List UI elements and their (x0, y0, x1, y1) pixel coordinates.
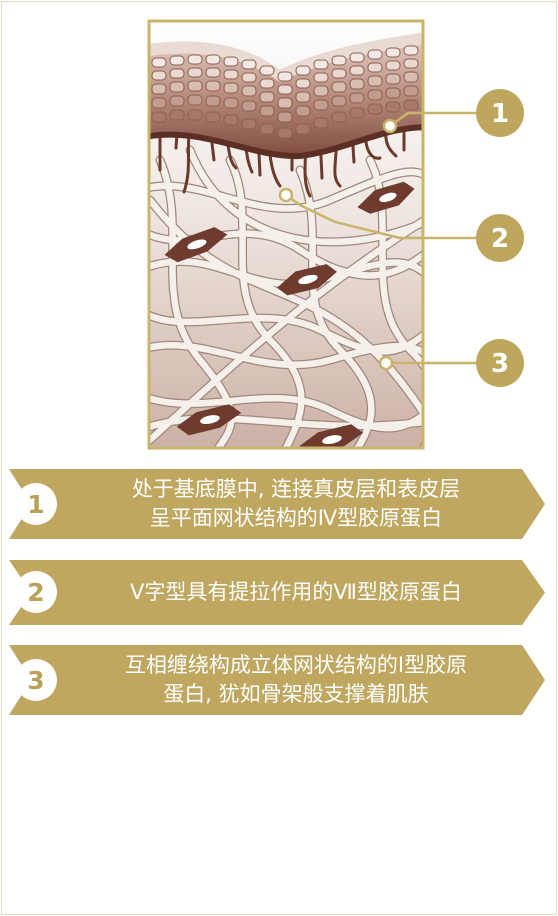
stratum-corneum (149, 32, 423, 82)
skin-layer-diagram: 1 2 3 (147, 19, 524, 450)
keratinocyte-cells (151, 45, 419, 139)
legend-text-1: 处于基底膜中, 连接真皮层和表皮层 呈平面网状结构的Ⅳ型胶原蛋白 (131, 477, 461, 530)
marker-1-label: 1 (491, 99, 509, 129)
legend-band-3-shape (9, 645, 545, 715)
legend-text-2: Ⅴ字型具有提拉作用的Ⅶ型胶原蛋白 (130, 580, 462, 604)
marker-3: 3 (476, 339, 524, 387)
marker-2-label: 2 (491, 224, 509, 254)
legend-band-1-shape (9, 469, 545, 539)
marker-1: 1 (476, 89, 524, 137)
legend-number-2: 2 (15, 571, 57, 613)
legend-number-3: 3 (15, 659, 57, 701)
diagram-border (147, 19, 425, 450)
legend-item-2: 2 Ⅴ字型具有提拉作用的Ⅶ型胶原蛋白 (9, 560, 545, 625)
marker-3-label: 3 (491, 349, 509, 379)
legend-number-1: 1 (15, 483, 57, 525)
collagen-fiber-network (149, 145, 423, 448)
legend-item-1: 1 处于基底膜中, 连接真皮层和表皮层 呈平面网状结构的Ⅳ型胶原蛋白 (9, 469, 545, 539)
callout-lines (278, 111, 478, 371)
legend-item-3: 3 互相缠绕构成立体网状结构的Ⅰ型胶原 蛋白, 犹如骨架般支撑着肌肤 (9, 645, 545, 715)
fibroblast-cells (164, 181, 415, 448)
marker-2: 2 (476, 214, 524, 262)
legend-text-3: 互相缠绕构成立体网状结构的Ⅰ型胶原 蛋白, 犹如骨架般支撑着肌肤 (124, 653, 468, 706)
legend-band-2-shape (9, 560, 545, 625)
